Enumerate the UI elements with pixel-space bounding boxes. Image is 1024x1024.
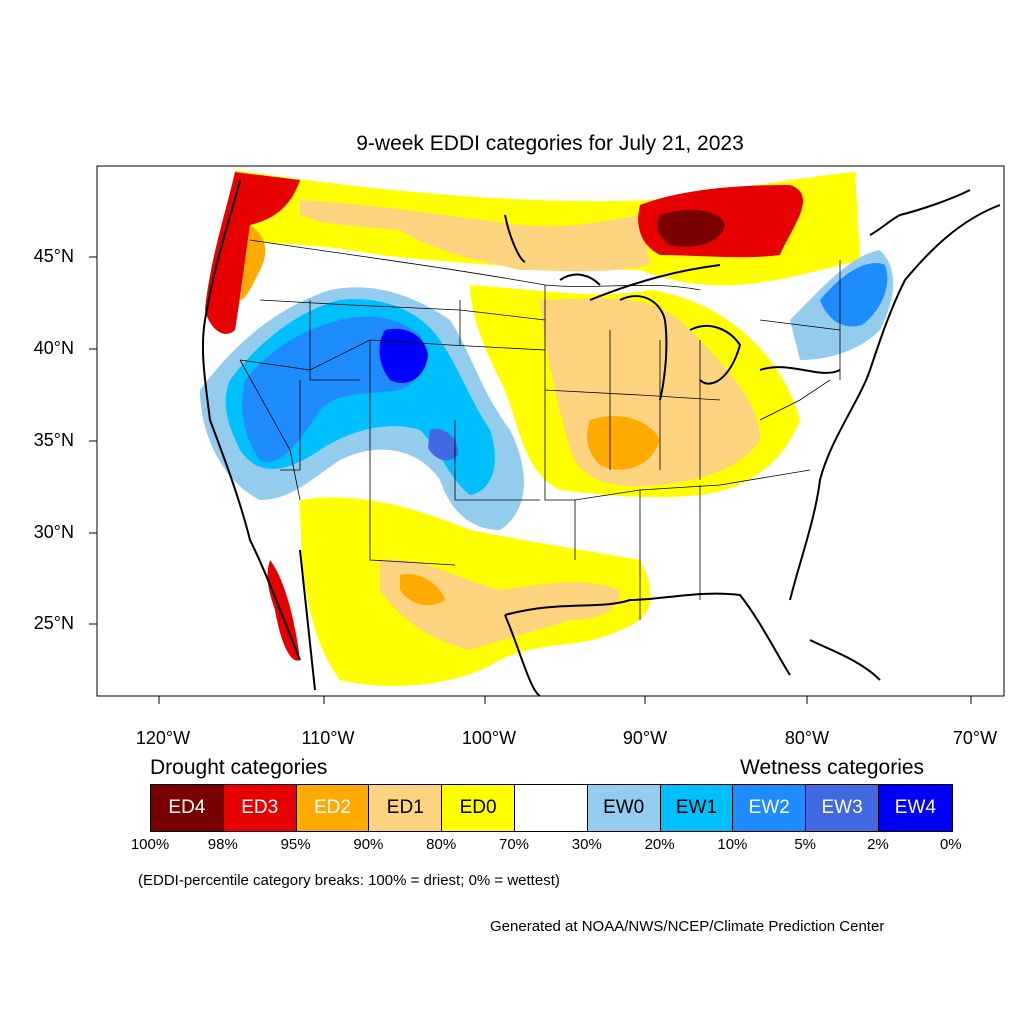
percent-break-label: 20%: [644, 836, 675, 853]
midwest-ed2-region: [587, 416, 660, 470]
legend-cell-ed3: ED3: [223, 785, 297, 831]
legend-cell-ed1: ED1: [369, 785, 443, 831]
percent-break-label: 98%: [207, 836, 238, 853]
percent-break-label: 5%: [794, 836, 817, 853]
legend-cell-ew4: EW4: [878, 785, 952, 831]
eddi-category-regions: [200, 170, 894, 686]
lon-label-100w: 100°W: [461, 728, 517, 748]
state-boundaries: [239, 239, 841, 620]
legend-cell-ew3: EW3: [806, 785, 879, 831]
legend-cell-no-category: [514, 785, 588, 831]
lon-label-80w: 80°W: [784, 728, 830, 748]
category-break-note: (EDDI-percentile category breaks: 100% =…: [138, 872, 560, 889]
percent-break-label: 70%: [498, 836, 530, 853]
lon-label-70w: 70°W: [952, 728, 998, 748]
lat-label-35: 35°N: [33, 430, 74, 450]
map-title: 9-week EDDI categories for July 21, 2023: [356, 132, 744, 155]
legend-cell-ed4: ED4: [151, 785, 224, 831]
coastlines: [201, 179, 1001, 696]
map-frame: [96, 165, 1005, 697]
lat-label-45: 45°N: [33, 246, 74, 266]
percent-break-label: 95%: [280, 836, 311, 853]
lat-label-30: 30°N: [33, 522, 74, 542]
legend-cell-ew1: EW1: [660, 785, 734, 831]
legend-cell-ed2: ED2: [296, 785, 370, 831]
rockies-ew4-region: [379, 328, 428, 383]
northeast-ew2-region: [820, 263, 888, 327]
legend-cell-ew0: EW0: [587, 785, 661, 831]
lon-label-90w: 90°W: [622, 728, 668, 748]
percent-break-label: 90%: [353, 836, 384, 853]
legend-cell-ew2: EW2: [733, 785, 807, 831]
northwest-coast-ed3-region: [205, 172, 300, 334]
percent-break-label: 100%: [130, 836, 170, 853]
axis-ticks: [89, 256, 972, 704]
lon-label-120w: 120°W: [135, 728, 191, 748]
wetness-categories-heading: Wetness categories: [740, 756, 925, 779]
category-legend: ED4 ED3 ED2 ED1 ED0 EW0 EW1 EW2 EW3 EW4: [150, 784, 953, 832]
lon-label-110w: 110°W: [301, 728, 355, 748]
percent-break-label: 0%: [939, 836, 962, 853]
texas-ed2-region: [400, 574, 445, 606]
plains-ew3-region: [428, 429, 459, 461]
percent-break-label: 2%: [867, 836, 889, 853]
northwest-coast-ed2-region: [240, 225, 266, 300]
great-lakes-ed4-region: [657, 209, 725, 247]
percent-break-label: 10%: [717, 836, 748, 853]
credit-line: Generated at NOAA/NWS/NCEP/Climate Predi…: [490, 918, 885, 935]
drought-categories-heading: Drought categories: [150, 756, 328, 779]
south-ed1-region: [380, 559, 620, 650]
percent-break-label: 30%: [571, 836, 602, 853]
north-ed1-region: [300, 200, 650, 272]
baja-ed3-region: [267, 560, 300, 661]
lat-label-25: 25°N: [33, 613, 74, 633]
percent-break-label: 80%: [426, 836, 457, 853]
west-ew2-region: [242, 316, 425, 462]
lat-label-40: 40°N: [33, 338, 74, 358]
legend-cell-ed0: ED0: [442, 785, 515, 831]
